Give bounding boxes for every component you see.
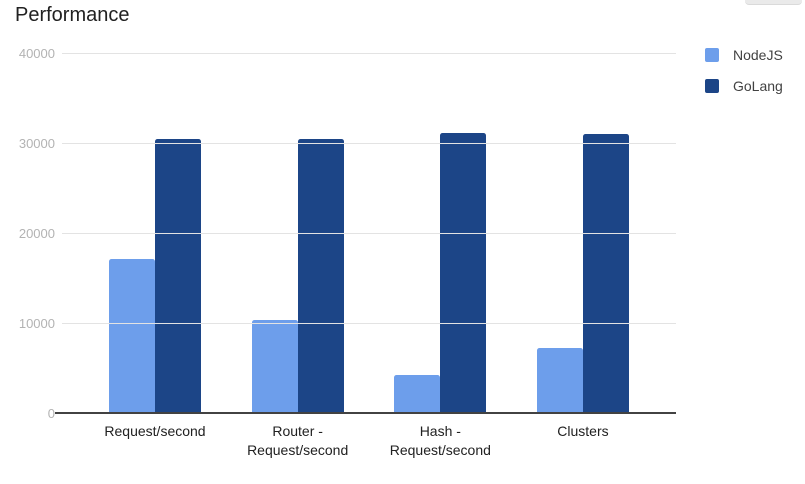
y-tick-label-0: 0 xyxy=(47,405,55,421)
gridline-20000 xyxy=(62,233,676,234)
bar-golang-0[interactable] xyxy=(155,138,201,413)
legend-label-golang: GoLang xyxy=(733,78,783,94)
y-tick-label-30000: 30000 xyxy=(18,135,55,151)
bar-group-3 xyxy=(536,134,629,413)
y-tick-label-20000: 20000 xyxy=(18,225,55,241)
bar-golang-2[interactable] xyxy=(440,133,487,413)
bar-nodejs-3[interactable] xyxy=(536,348,583,413)
legend: NodeJS GoLang xyxy=(705,48,783,110)
gridline-10000 xyxy=(62,323,676,324)
legend-swatch-nodejs xyxy=(705,48,719,62)
x-axis-labels: Request/second Router - Request/second Hash… xyxy=(62,422,676,460)
x-label-3: Clusters xyxy=(557,423,609,439)
x-label-2: Hash - Request/second xyxy=(389,423,491,458)
x-label-0: Request/second xyxy=(104,423,206,439)
bar-golang-3[interactable] xyxy=(582,134,629,413)
y-tick-label-40000: 40000 xyxy=(18,45,55,61)
gridline-30000 xyxy=(62,143,676,144)
bar-nodejs-0[interactable] xyxy=(109,259,155,413)
x-axis-line xyxy=(55,412,676,414)
bar-group-1 xyxy=(251,139,344,413)
x-label-1: Router - Request/second xyxy=(247,423,349,458)
plot-area xyxy=(55,53,676,414)
y-tick-label-10000: 10000 xyxy=(18,315,55,331)
legend-entry-golang[interactable]: GoLang xyxy=(705,79,783,93)
bar-group-2 xyxy=(394,133,487,413)
y-axis-labels: 0 10000 20000 30000 40000 xyxy=(0,0,55,484)
chart-title: Performance xyxy=(15,4,130,26)
legend-swatch-golang xyxy=(705,79,719,93)
bar-group-0 xyxy=(109,138,201,413)
bar-nodejs-2[interactable] xyxy=(394,375,441,413)
gridline-40000 xyxy=(62,53,676,54)
bar-golang-1[interactable] xyxy=(297,139,344,413)
legend-label-nodejs: NodeJS xyxy=(733,47,783,63)
legend-entry-nodejs[interactable]: NodeJS xyxy=(705,48,783,62)
bar-nodejs-1[interactable] xyxy=(251,320,298,413)
chart-options-button[interactable] xyxy=(745,0,802,5)
bars-row xyxy=(62,53,676,413)
